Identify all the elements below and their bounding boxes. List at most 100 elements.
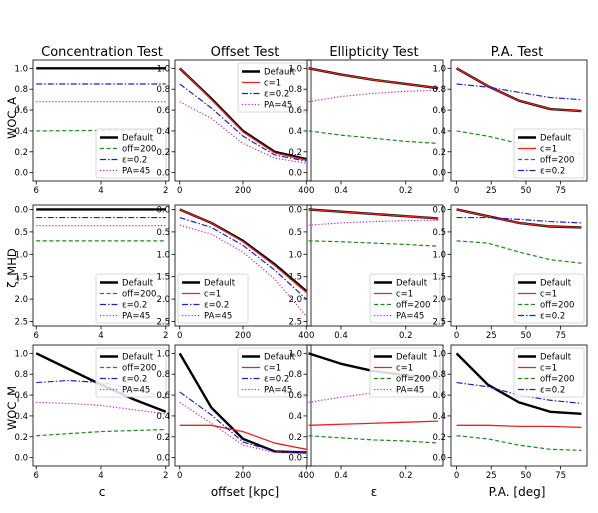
series-line-c1 <box>308 420 439 426</box>
x-tick-label: 50 <box>521 471 532 481</box>
legend-label: c=1 <box>540 290 557 300</box>
y-tick-label: 0.0 <box>288 169 302 179</box>
row-label-woc-m: WOC_M <box>5 386 19 430</box>
x-tick-label: 4 <box>98 186 103 196</box>
x-tick-label: 6 <box>34 186 39 196</box>
legend-label: ε=0.2 <box>122 156 147 166</box>
x-tick-label: 400 <box>298 471 314 481</box>
y-tick-label: 0.4 <box>156 127 170 137</box>
x-tick-label: 0 <box>454 186 459 196</box>
panel-r0-c2: 0.4 0.2 0.0 0.2 0.4 0.6 0.8 1.0 <box>288 59 444 196</box>
y-tick-label: 0.6 <box>156 391 170 401</box>
x-label-epsilon: ε <box>371 485 378 499</box>
panel-r1-c3: 0 25 50 75 0.0 0.5 1.0 1.5 2.0 2.5 Defaultc=1off=2… <box>432 204 588 341</box>
x-axis-labels: c offset [kpc] ε P.A. [deg] <box>99 485 546 499</box>
y-tick-label: 1.0 <box>432 64 446 74</box>
legend-label: ε=0.2 <box>540 312 565 322</box>
y-tick-label: 0.0 <box>432 169 446 179</box>
axes-frame <box>306 59 444 182</box>
row-label-woc-a: WOC_A <box>5 97 19 139</box>
x-tick-label: 0 <box>454 331 459 341</box>
panels: 6 4 20.00.20.40.60.81.0Defaultoff=200ε=0.2… <box>14 59 588 481</box>
panel-r1-c0: 6 4 20.00.51.01.52.02.5Defaultoff=200ε=0.2… <box>14 204 170 341</box>
y-tick-label: 0.0 <box>14 169 28 179</box>
legend-label: Default <box>264 353 296 363</box>
series-line-default <box>456 208 582 229</box>
y-tick-label: 0.2 <box>288 433 302 443</box>
y-tick-label: 0.4 <box>288 127 302 137</box>
column-title-ellipticity: Ellipticity Test <box>329 45 418 60</box>
y-tick-label: 1.0 <box>156 250 170 260</box>
legend-box <box>95 128 167 179</box>
y-tick-label: 2.5 <box>156 318 170 328</box>
y-tick-label: 0.8 <box>14 370 28 380</box>
legend-label: Default <box>540 353 572 363</box>
y-tick-label: 0.0 <box>288 205 302 215</box>
panel-r0-c0: 6 4 2 0.0 0.2 0.4 0.6 0.8 1.0 Defaultoff=200ε=0.2… <box>14 59 170 196</box>
series-line-pa <box>179 101 307 164</box>
x-tick-label: 4 <box>98 471 103 481</box>
x-label-pa: P.A. [deg] <box>489 485 546 499</box>
y-tick-label: 0.8 <box>156 85 170 95</box>
series-line-off200 <box>456 240 582 264</box>
x-tick-label: 4 <box>98 331 103 341</box>
y-tick-label: 1.0 <box>156 64 170 74</box>
legend-label: c=1 <box>204 290 221 300</box>
legend-label: c=1 <box>396 364 413 374</box>
series-line-eps <box>456 83 582 101</box>
x-tick-label: 0.2 <box>399 331 413 341</box>
y-tick-label: 1.0 <box>14 64 28 74</box>
series-line-c1 <box>179 208 307 293</box>
series-line-off200 <box>308 435 439 444</box>
y-tick-label: 0.6 <box>288 391 302 401</box>
x-tick-label: 0.4 <box>334 331 348 341</box>
y-tick-label: 1.5 <box>288 273 302 283</box>
axes-frame <box>450 204 588 327</box>
y-tick-label: 1.0 <box>288 349 302 359</box>
x-tick-label: 0.4 <box>334 186 348 196</box>
series-line-eps <box>456 216 582 224</box>
series-line-c1 <box>456 424 582 429</box>
y-tick-label: 2.0 <box>432 295 446 305</box>
x-tick-label: 50 <box>521 186 532 196</box>
x-tick-label: 400 <box>298 186 314 196</box>
legend-box <box>95 273 167 324</box>
legend-box <box>369 273 441 324</box>
y-tick-label: 0.0 <box>156 454 170 464</box>
y-tick-label: 1.5 <box>432 273 446 283</box>
series-line-default <box>455 67 582 113</box>
y-tick-label: 0.5 <box>288 228 302 238</box>
axes-frame <box>306 344 444 467</box>
legend-label: PA=45 <box>122 312 150 322</box>
y-tick-label: 0.2 <box>432 148 446 158</box>
y-tick-label: 2.0 <box>156 295 170 305</box>
legend-label: off=200 <box>396 375 430 385</box>
x-tick-label: 0.2 <box>399 186 413 196</box>
y-tick-label: 1.0 <box>432 349 446 359</box>
legend-label: PA=45 <box>396 386 424 396</box>
legend-label: c=1 <box>264 79 281 89</box>
y-tick-label: 0.6 <box>14 391 28 401</box>
series-line-pa <box>179 401 307 455</box>
row-label-zeta-mhd: ζ_MHD <box>5 248 19 288</box>
series-line-c1 <box>179 67 307 161</box>
series-line-pa <box>308 89 439 103</box>
x-tick-label: 2 <box>163 331 168 341</box>
x-label-c: c <box>99 485 106 499</box>
y-tick-label: 0.0 <box>156 169 170 179</box>
y-tick-label: 2.0 <box>14 295 28 305</box>
panel-r1-c1: 0 200 400 0.0 0.5 1.0 1.5 2.0 2.5 Defaultc=1ε=0.2… <box>156 204 314 341</box>
series-line-eps <box>179 83 307 162</box>
y-tick-label: 0.5 <box>14 228 28 238</box>
y-tick-label: 0.6 <box>14 106 28 116</box>
y-tick-label: 1.5 <box>156 273 170 283</box>
legend-box <box>237 62 309 113</box>
x-tick-label: 0 <box>177 186 182 196</box>
y-tick-label: 0.2 <box>288 148 302 158</box>
